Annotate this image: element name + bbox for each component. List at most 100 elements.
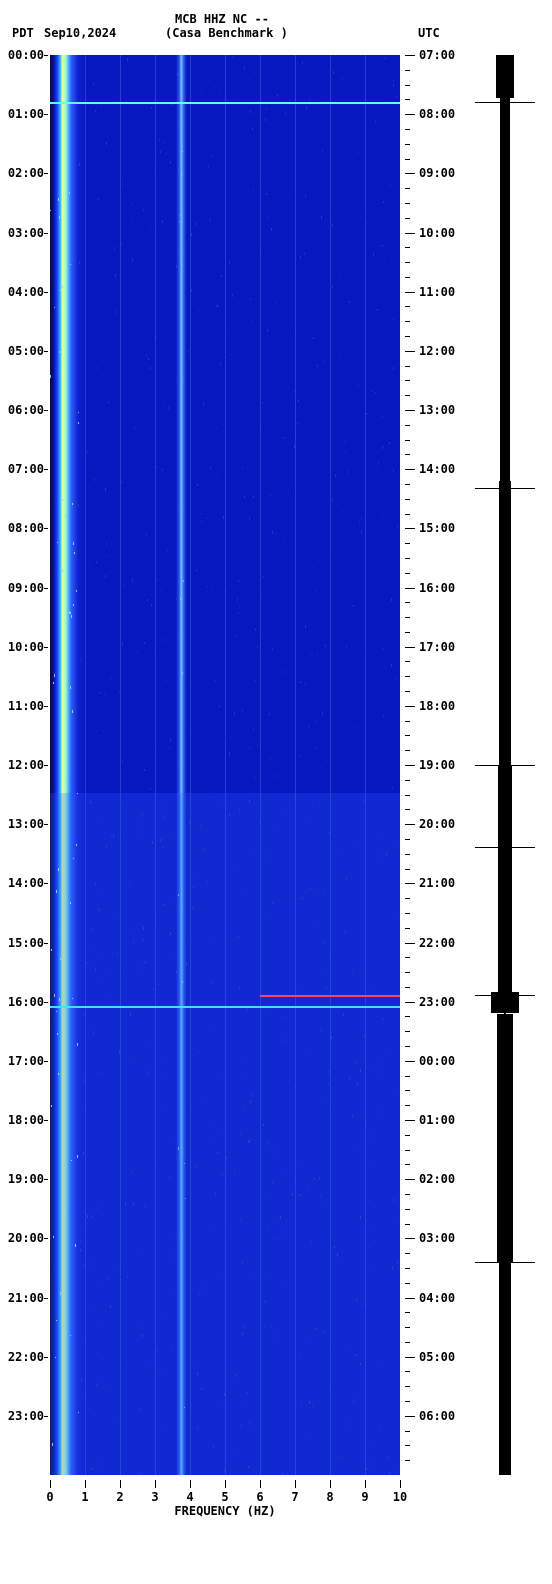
y-right-label: 18:00 xyxy=(419,699,455,713)
waveform-segment xyxy=(497,1014,513,1263)
y-right-minor-tick xyxy=(405,262,410,263)
y-right-minor-tick xyxy=(405,1342,410,1343)
waveform-segment xyxy=(499,481,511,765)
y-right-minor-tick xyxy=(405,661,410,662)
y-right-tick xyxy=(405,1298,415,1299)
waveform-segment xyxy=(500,98,510,481)
x-tick xyxy=(225,1480,226,1488)
x-tick-label: 4 xyxy=(186,1490,193,1504)
y-left-label: 17:00 xyxy=(8,1054,44,1068)
y-right-label: 03:00 xyxy=(419,1231,455,1245)
y-right-minor-tick xyxy=(405,750,410,751)
y-right-minor-tick xyxy=(405,957,410,958)
y-right-tick xyxy=(405,1238,415,1239)
y-right-tick xyxy=(405,1061,415,1062)
y-right-minor-tick xyxy=(405,928,410,929)
y-right-minor-tick xyxy=(405,602,410,603)
y-left-tick xyxy=(44,469,48,470)
x-tick-label: 3 xyxy=(151,1490,158,1504)
x-tick xyxy=(295,1480,296,1488)
y-right-minor-tick xyxy=(405,632,410,633)
y-right-minor-tick xyxy=(405,691,410,692)
y-left-tick xyxy=(44,1238,48,1239)
y-left-label: 08:00 xyxy=(8,521,44,535)
y-right-minor-tick xyxy=(405,514,410,515)
y-right-minor-tick xyxy=(405,1312,410,1313)
y-right-minor-tick xyxy=(405,336,410,337)
y-right-minor-tick xyxy=(405,129,410,130)
y-right-minor-tick xyxy=(405,99,410,100)
y-right-minor-tick xyxy=(405,454,410,455)
x-tick xyxy=(50,1480,51,1488)
y-right-label: 11:00 xyxy=(419,285,455,299)
y-right-label: 13:00 xyxy=(419,403,455,417)
y-right-tick xyxy=(405,1179,415,1180)
y-right-minor-tick xyxy=(405,1283,410,1284)
x-tick-label: 8 xyxy=(326,1490,333,1504)
y-right-tick xyxy=(405,528,415,529)
header-station-2: (Casa Benchmark ) xyxy=(165,26,288,40)
y-right-minor-tick xyxy=(405,85,410,86)
y-left-label: 03:00 xyxy=(8,226,44,240)
y-left-label: 23:00 xyxy=(8,1409,44,1423)
y-right-tick xyxy=(405,351,415,352)
y-right-minor-tick xyxy=(405,1371,410,1372)
y-right-minor-tick xyxy=(405,380,410,381)
y-right-tick xyxy=(405,588,415,589)
x-tick-label: 10 xyxy=(393,1490,407,1504)
y-right-minor-tick xyxy=(405,543,410,544)
header: PDT Sep10,2024 MCB HHZ NC -- (Casa Bench… xyxy=(0,10,552,50)
y-right-minor-tick xyxy=(405,366,410,367)
event-streak xyxy=(260,995,400,997)
y-right-tick xyxy=(405,883,415,884)
y-right-label: 16:00 xyxy=(419,581,455,595)
y-right-tick xyxy=(405,55,415,56)
y-left-label: 10:00 xyxy=(8,640,44,654)
y-right-minor-tick xyxy=(405,676,410,677)
y-right-label: 22:00 xyxy=(419,936,455,950)
x-tick-label: 5 xyxy=(221,1490,228,1504)
y-right-minor-tick xyxy=(405,1401,410,1402)
y-right-label: 23:00 xyxy=(419,995,455,1009)
y-right-minor-tick xyxy=(405,795,410,796)
y-right-minor-tick xyxy=(405,159,410,160)
waveform-spike xyxy=(475,765,535,766)
x-tick xyxy=(85,1480,86,1488)
y-right-tick xyxy=(405,647,415,648)
y-right-minor-tick xyxy=(405,809,410,810)
y-right-minor-tick xyxy=(405,440,410,441)
y-right-minor-tick xyxy=(405,1016,410,1017)
y-right-minor-tick xyxy=(405,898,410,899)
y-left-label: 02:00 xyxy=(8,166,44,180)
y-right-minor-tick xyxy=(405,735,410,736)
y-right-minor-tick xyxy=(405,247,410,248)
y-left-tick xyxy=(44,292,48,293)
y-right-minor-tick xyxy=(405,1327,410,1328)
y-right-label: 12:00 xyxy=(419,344,455,358)
waveform-segment xyxy=(499,1262,511,1475)
y-right-minor-tick xyxy=(405,277,410,278)
y-right-tick xyxy=(405,1357,415,1358)
y-right-minor-tick xyxy=(405,395,410,396)
y-right-minor-tick xyxy=(405,1090,410,1091)
y-right-minor-tick xyxy=(405,869,410,870)
y-right-tick xyxy=(405,173,415,174)
y-right-minor-tick xyxy=(405,1431,410,1432)
y-left-label: 20:00 xyxy=(8,1231,44,1245)
y-right-tick xyxy=(405,292,415,293)
y-right-minor-tick xyxy=(405,1135,410,1136)
y-left-label: 22:00 xyxy=(8,1350,44,1364)
y-left-tick xyxy=(44,943,48,944)
y-right-tick xyxy=(405,1120,415,1121)
y-right-label: 19:00 xyxy=(419,758,455,772)
x-tick xyxy=(155,1480,156,1488)
y-right-minor-tick xyxy=(405,617,410,618)
y-right-tick xyxy=(405,469,415,470)
y-right-label: 15:00 xyxy=(419,521,455,535)
y-right-label: 10:00 xyxy=(419,226,455,240)
y-right-minor-tick xyxy=(405,1031,410,1032)
y-left-tick xyxy=(44,883,48,884)
y-right-minor-tick xyxy=(405,425,410,426)
y-right-minor-tick xyxy=(405,1076,410,1077)
y-left-tick xyxy=(44,706,48,707)
